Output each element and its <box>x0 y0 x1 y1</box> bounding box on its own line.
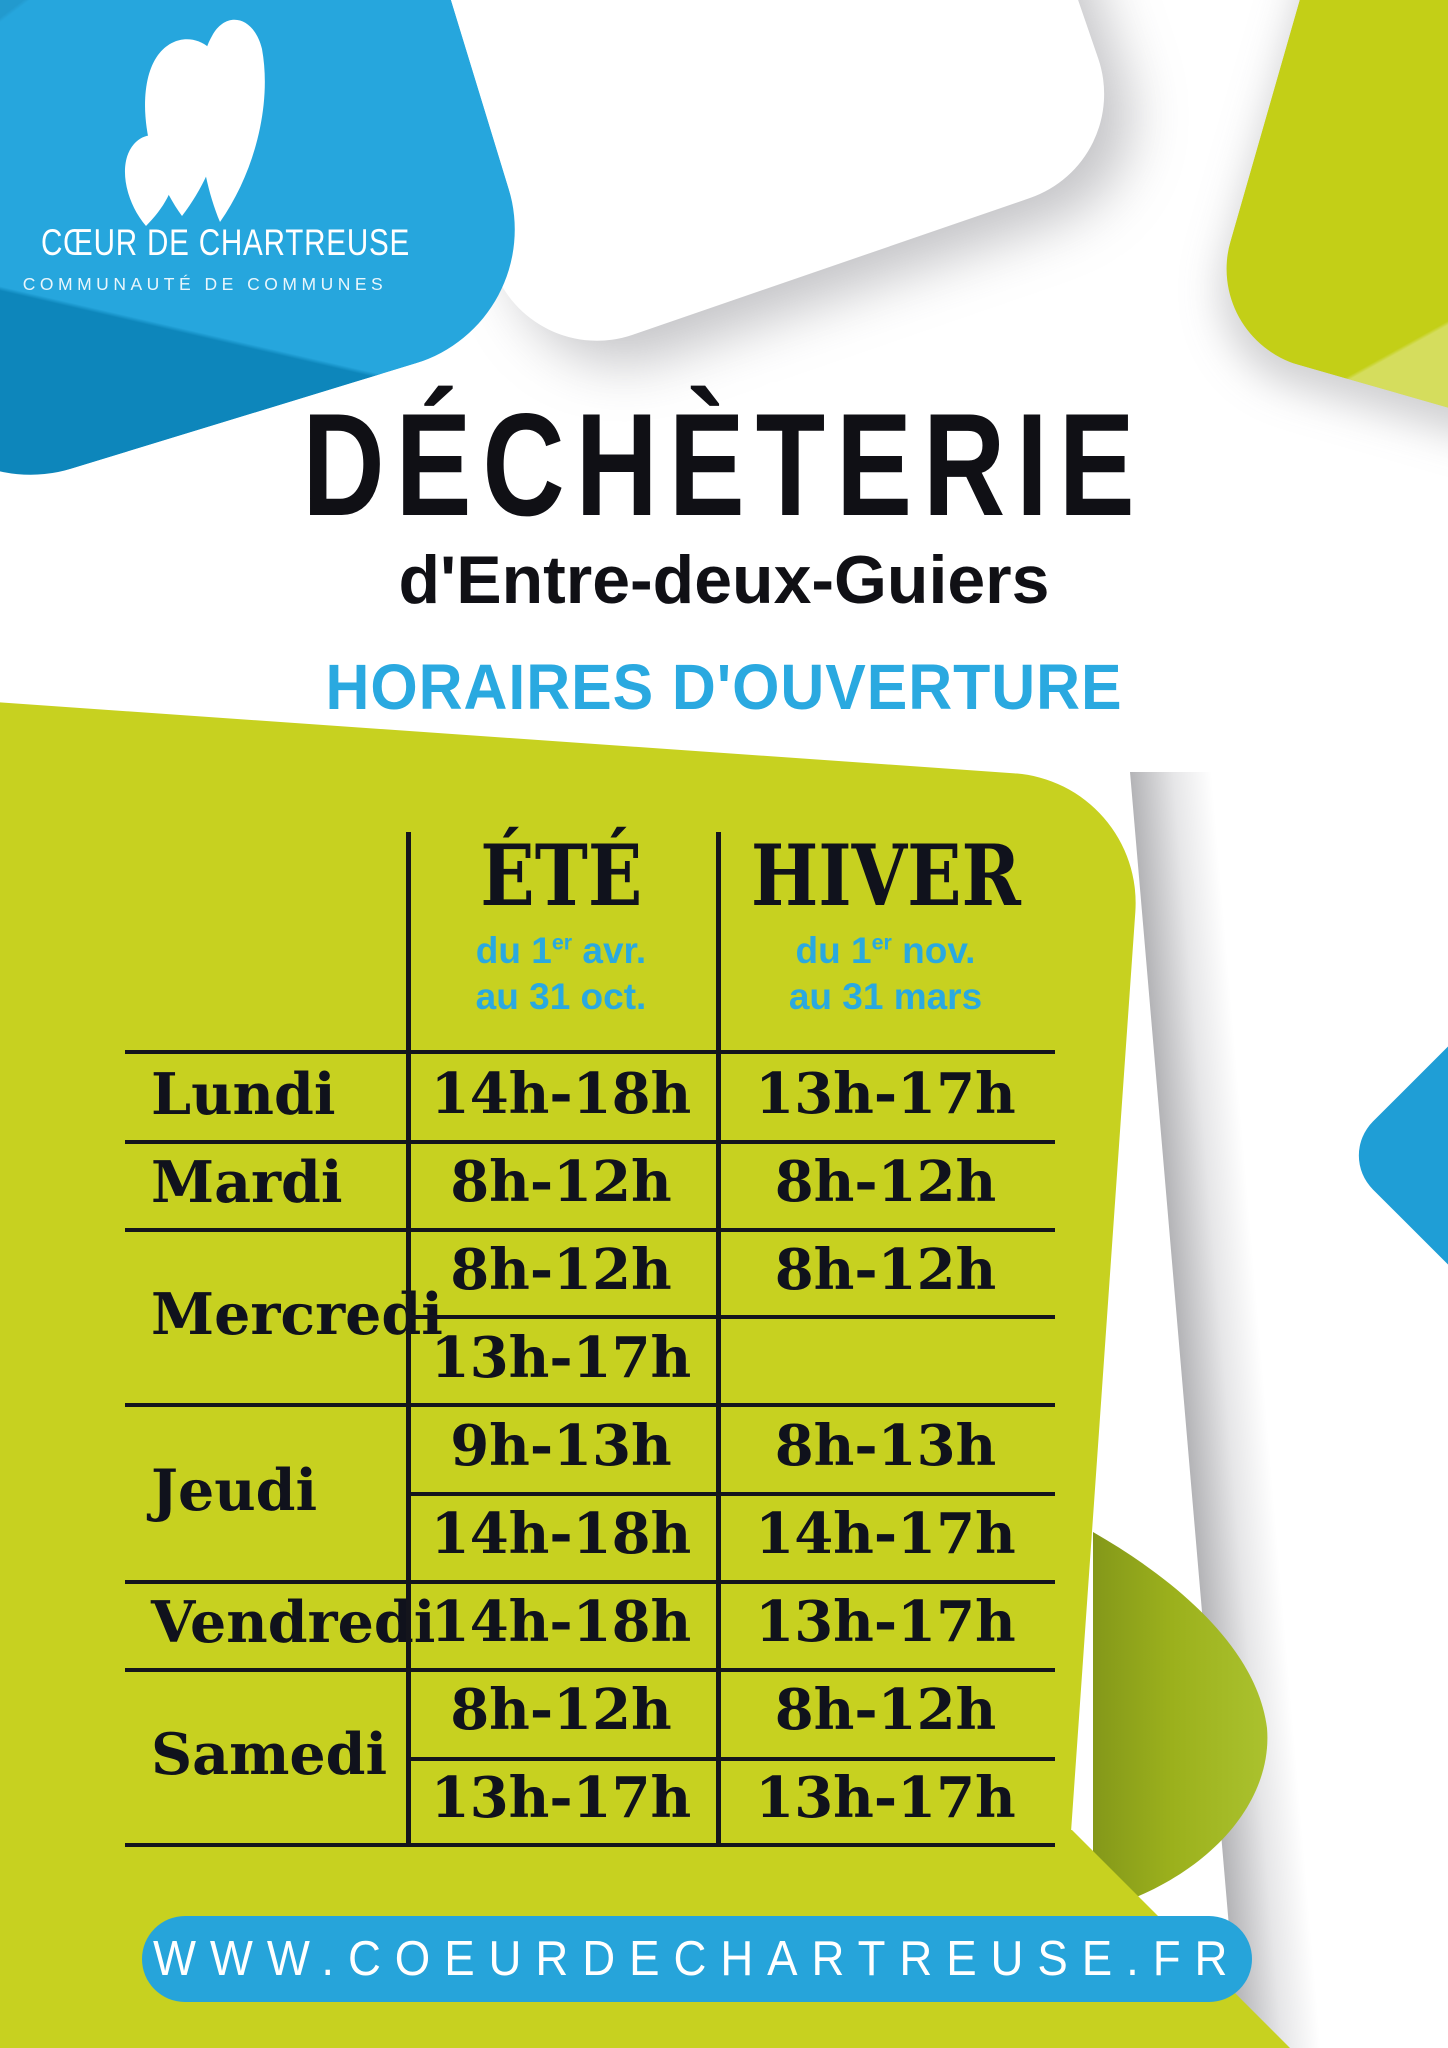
time-cell-hiver-samedi-am: 8h-12h <box>774 1677 997 1743</box>
day-cell-jeudi: Jeudi <box>151 1456 318 1524</box>
schedule-table: ÉTÉ du 1er avr. au 31 oct. HIVER du 1er … <box>125 826 1055 1842</box>
season-period-ete: du 1er avr. au 31 oct. <box>475 930 647 1018</box>
blue-diamond-shape <box>1338 953 1448 1358</box>
opening-hours-heading: HORAIRES D'OUVERTURE <box>325 651 1123 723</box>
logo-tagline: COMMUNAUTÉ DE COMMUNES <box>22 274 388 294</box>
table-horizontal-rule <box>125 1668 1055 1672</box>
time-cell-ete-mercredi-am: 8h-12h <box>450 1237 672 1303</box>
time-cell-hiver-jeudi-pm: 14h-17h <box>755 1501 1016 1567</box>
time-cell-hiver-jeudi-am: 8h-13h <box>774 1413 997 1479</box>
table-vertical-rule <box>406 832 411 1847</box>
table-horizontal-rule-partial <box>406 1315 1055 1319</box>
time-cell-hiver-lundi: 13h-17h <box>755 1061 1016 1127</box>
day-cell-lundi: Lundi <box>151 1060 336 1128</box>
table-horizontal-rule <box>125 1403 1055 1407</box>
season-header-ete: ÉTÉ du 1er avr. au 31 oct. <box>406 826 716 1050</box>
table-horizontal-rule-partial <box>406 1492 1055 1496</box>
time-cell-ete-mercredi-pm: 13h-17h <box>430 1325 692 1391</box>
season-header-hiver: HIVER du 1er nov. au 31 mars <box>716 826 1055 1050</box>
time-cell-ete-vendredi: 14h-18h <box>430 1589 692 1655</box>
time-cell-hiver-mardi: 8h-12h <box>774 1149 997 1215</box>
table-horizontal-rule <box>125 1228 1055 1232</box>
time-cell-ete-jeudi-pm: 14h-18h <box>430 1501 692 1567</box>
website-banner: WWW.COEURDECHARTREUSE.FR <box>142 1916 1252 2002</box>
time-cell-ete-samedi-am: 8h-12h <box>450 1677 672 1743</box>
time-cell-ete-lundi: 14h-18h <box>430 1061 692 1127</box>
table-horizontal-rule <box>125 1140 1055 1144</box>
day-cell-mercredi: Mercredi <box>151 1280 443 1348</box>
table-vertical-rule <box>716 832 721 1847</box>
logo-petal <box>198 19 265 223</box>
table-horizontal-rule <box>125 1050 1055 1054</box>
website-url: WWW.COEURDECHARTREUSE.FR <box>152 1932 1242 1986</box>
table-horizontal-rule-partial <box>406 1757 1055 1761</box>
day-cell-samedi: Samedi <box>151 1720 388 1788</box>
time-cell-hiver-samedi-pm: 13h-17h <box>755 1765 1016 1831</box>
table-horizontal-rule <box>125 1843 1055 1847</box>
day-cell-mardi: Mardi <box>151 1148 343 1216</box>
season-label-hiver: HIVER <box>750 826 1021 925</box>
day-cell-vendredi: Vendredi <box>151 1588 436 1656</box>
time-cell-ete-jeudi-am: 9h-13h <box>450 1413 672 1479</box>
season-period-hiver: du 1er nov. au 31 mars <box>788 930 983 1018</box>
logo-name: CŒUR DE CHARTREUSE <box>41 222 411 263</box>
poster-title: DÉCHÈTERIE <box>302 383 1146 546</box>
time-cell-hiver-mercredi-pm <box>716 1314 1055 1402</box>
olive-leaf-shape <box>1093 1532 1268 1908</box>
time-cell-hiver-mercredi-am: 8h-12h <box>774 1237 997 1303</box>
coeur-de-chartreuse-logo-icon <box>124 19 265 226</box>
table-horizontal-rule <box>125 1580 1055 1584</box>
poster-subtitle: d'Entre-deux-Guiers <box>398 542 1050 618</box>
time-cell-ete-mardi: 8h-12h <box>450 1149 672 1215</box>
season-label-ete: ÉTÉ <box>480 826 642 925</box>
time-cell-hiver-vendredi: 13h-17h <box>755 1589 1016 1655</box>
time-cell-ete-samedi-pm: 13h-17h <box>430 1765 692 1831</box>
